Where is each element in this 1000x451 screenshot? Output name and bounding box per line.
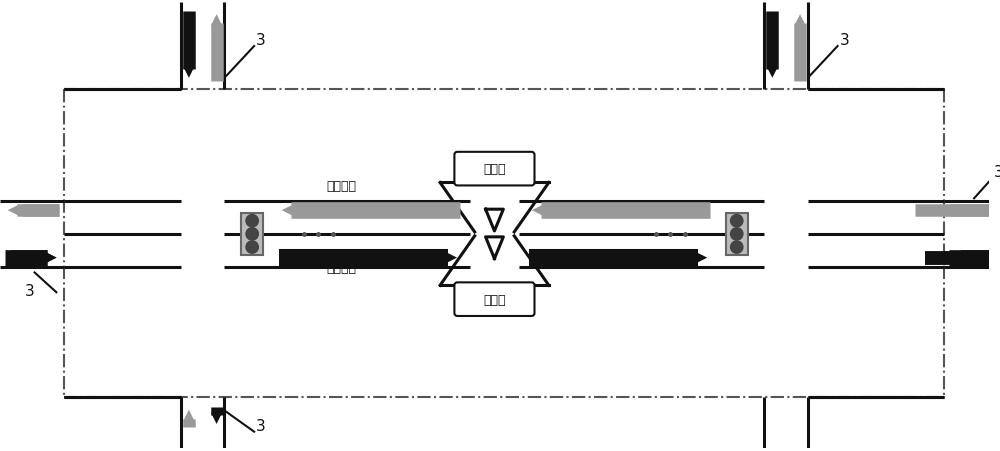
FancyBboxPatch shape xyxy=(454,283,535,316)
Text: 3: 3 xyxy=(256,418,266,433)
Text: 3: 3 xyxy=(840,33,849,48)
FancyBboxPatch shape xyxy=(241,214,263,255)
Circle shape xyxy=(246,215,258,227)
Text: 3: 3 xyxy=(256,33,266,48)
Text: 收费站: 收费站 xyxy=(483,293,506,306)
FancyBboxPatch shape xyxy=(454,152,535,186)
Text: 出口车流: 出口车流 xyxy=(326,180,356,193)
Text: 入口车流: 入口车流 xyxy=(326,262,356,275)
Circle shape xyxy=(731,215,743,227)
Circle shape xyxy=(731,228,743,240)
FancyBboxPatch shape xyxy=(726,214,748,255)
Circle shape xyxy=(246,228,258,240)
Text: 收费站: 收费站 xyxy=(483,163,506,176)
Text: 3: 3 xyxy=(25,284,35,299)
Circle shape xyxy=(246,241,258,254)
Circle shape xyxy=(731,241,743,254)
Text: 3: 3 xyxy=(994,164,1000,179)
